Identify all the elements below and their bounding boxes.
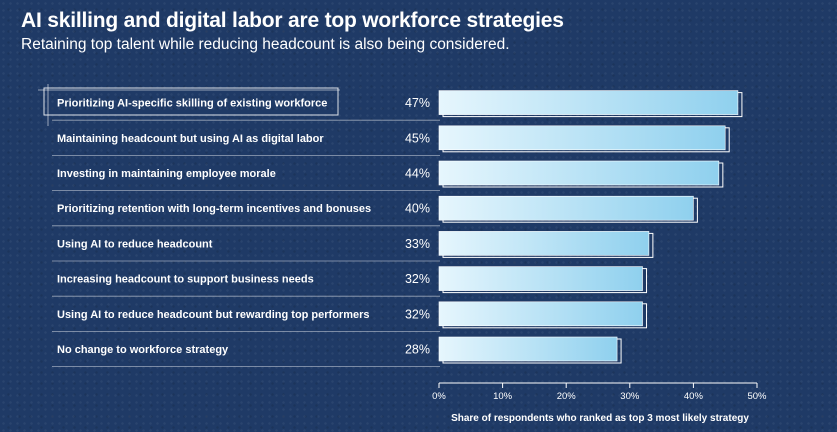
x-tick-label: 40% [684, 391, 704, 402]
category-label: Prioritizing AI-specific skilling of exi… [57, 98, 327, 110]
category-label: Investing in maintaining employee morale [57, 168, 276, 180]
value-label: 28% [405, 343, 430, 357]
value-label: 44% [405, 167, 430, 181]
x-tick-label: 20% [557, 391, 577, 402]
x-tick-label: 50% [747, 391, 767, 402]
bar [438, 266, 643, 291]
category-label: Using AI to reduce headcount but rewardi… [57, 309, 370, 321]
chart-title: AI skilling and digital labor are top wo… [21, 9, 564, 32]
bar [438, 336, 618, 362]
category-label: Using AI to reduce headcount [57, 238, 213, 250]
bar [438, 160, 720, 186]
x-axis-title: Share of respondents who ranked as top 3… [451, 413, 749, 424]
highlight-frame [43, 87, 339, 116]
value-label: 32% [405, 272, 430, 286]
x-tick-label: 0% [432, 391, 446, 402]
category-label: No change to workforce strategy [57, 344, 229, 356]
value-label: 33% [405, 237, 430, 251]
chart-subtitle: Retaining top talent while reducing head… [21, 36, 510, 53]
bar [438, 301, 643, 327]
bar [438, 90, 739, 115]
value-label: 45% [405, 131, 430, 145]
bar [438, 125, 726, 151]
x-tick-label: 30% [620, 391, 640, 402]
value-label: 47% [405, 96, 430, 110]
bar [438, 231, 650, 256]
x-tick-label: 10% [493, 391, 513, 402]
value-label: 40% [405, 202, 430, 216]
category-label: Maintaining headcount but using AI as di… [57, 133, 324, 145]
bar [438, 195, 694, 221]
category-label: Prioritizing retention with long-term in… [57, 203, 371, 215]
category-label: Increasing headcount to support business… [57, 274, 314, 286]
value-label: 32% [405, 307, 430, 321]
